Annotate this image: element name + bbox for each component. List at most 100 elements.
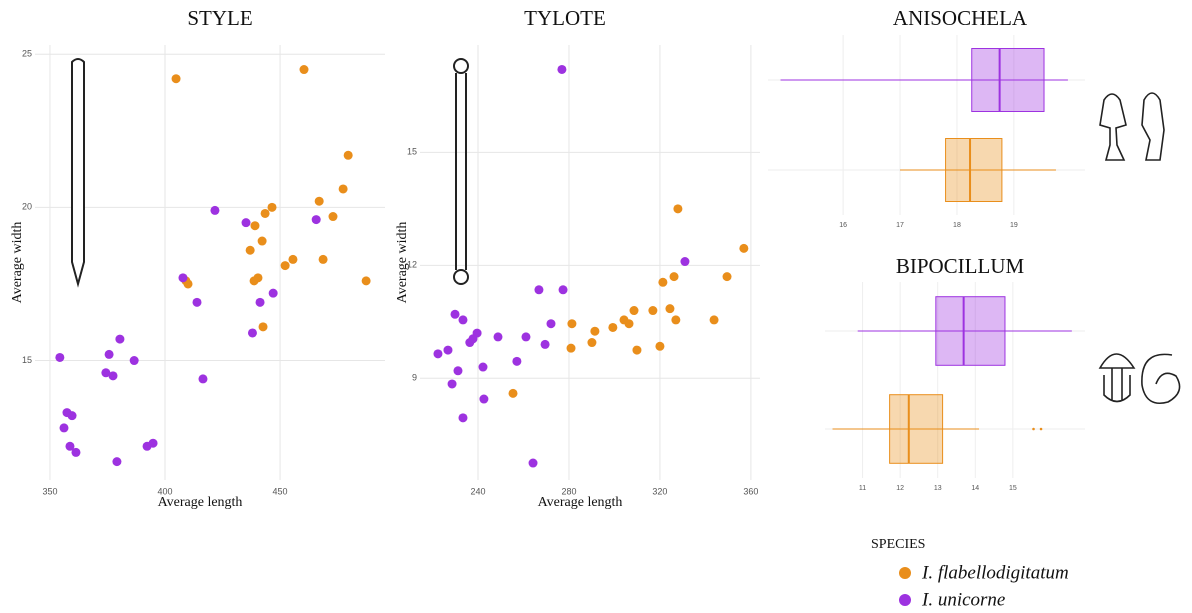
- point: [101, 368, 111, 378]
- x-tick-label: 15: [1009, 485, 1017, 492]
- x-tick-label: 17: [896, 222, 904, 229]
- x-axis-label: Average length: [538, 495, 623, 510]
- y-tick-label: 12: [407, 260, 417, 270]
- y-axis-label: Average width: [395, 222, 410, 304]
- x-tick-label: 16: [839, 222, 847, 229]
- point: [245, 245, 255, 255]
- point: [528, 458, 538, 468]
- y-tick-label: 9: [412, 373, 417, 383]
- point: [65, 441, 75, 451]
- point: [299, 65, 309, 75]
- point: [249, 276, 259, 286]
- point: [629, 306, 639, 316]
- x-tick-label: 360: [743, 486, 758, 496]
- box: [935, 296, 1006, 366]
- point: [447, 379, 457, 389]
- x-tick-label: 14: [971, 485, 979, 492]
- point: [479, 394, 489, 404]
- y-axis-label: Average width: [10, 222, 25, 304]
- point: [478, 362, 488, 372]
- point: [458, 413, 468, 423]
- point: [567, 319, 577, 329]
- point: [566, 343, 576, 353]
- point: [104, 349, 114, 359]
- legend-marker: [899, 567, 911, 579]
- point: [557, 64, 567, 74]
- point: [632, 345, 642, 355]
- point: [328, 212, 338, 222]
- point: [55, 352, 65, 362]
- point: [260, 208, 270, 218]
- x-axis-label: Average length: [158, 495, 243, 510]
- y-tick-label: 15: [407, 147, 417, 157]
- outlier: [1032, 427, 1035, 431]
- y-tick-label: 20: [22, 202, 32, 212]
- point: [458, 315, 468, 325]
- point: [673, 204, 683, 214]
- point: [210, 205, 220, 215]
- point: [255, 297, 265, 307]
- point: [665, 304, 675, 314]
- x-tick-label: 320: [652, 486, 667, 496]
- point: [540, 339, 550, 349]
- point: [669, 272, 679, 282]
- chart-title: STYLE: [187, 6, 252, 30]
- point: [288, 254, 298, 264]
- point: [493, 332, 503, 342]
- point: [148, 438, 158, 448]
- point: [546, 319, 556, 329]
- box: [889, 394, 944, 464]
- x-tick-label: 19: [1010, 222, 1018, 229]
- point: [67, 411, 77, 421]
- point: [115, 334, 125, 344]
- point: [267, 202, 277, 212]
- point: [658, 277, 668, 287]
- point: [655, 341, 665, 351]
- point: [198, 374, 208, 384]
- chart-title: ANISOCHELA: [893, 6, 1028, 30]
- point: [608, 322, 618, 332]
- point: [258, 322, 268, 332]
- point: [361, 276, 371, 286]
- legend-marker: [899, 594, 911, 606]
- legend-label: I. flabellodigitatum: [921, 562, 1069, 583]
- point: [671, 315, 681, 325]
- point: [722, 272, 732, 282]
- point: [534, 285, 544, 295]
- point: [338, 184, 348, 194]
- anisochela-illustration: [1099, 92, 1165, 161]
- plots: STYLE 350 400 450 15 20 25 Average length Averag…: [10, 6, 1085, 610]
- point: [192, 297, 202, 307]
- point: [512, 356, 522, 366]
- tylote-illustration: [453, 58, 469, 285]
- box: [945, 138, 1003, 202]
- point: [247, 328, 257, 338]
- point: [108, 371, 118, 381]
- point: [280, 261, 290, 271]
- y-tick-label: 25: [22, 49, 32, 59]
- point: [178, 273, 188, 283]
- point: [311, 215, 321, 225]
- point: [112, 457, 122, 467]
- point: [465, 338, 475, 348]
- chart-title: TYLOTE: [524, 6, 606, 30]
- point: [453, 366, 463, 376]
- point: [648, 306, 658, 316]
- point: [443, 345, 453, 355]
- point: [129, 356, 139, 366]
- point: [587, 338, 597, 348]
- point: [268, 288, 278, 298]
- point: [318, 254, 328, 264]
- point: [590, 326, 600, 336]
- x-tick-label: 18: [953, 222, 961, 229]
- x-tick-label: 350: [42, 486, 57, 496]
- point: [508, 388, 518, 398]
- point: [739, 243, 749, 253]
- point: [433, 349, 443, 359]
- chart-title: BIPOCILLUM: [896, 254, 1025, 278]
- legend-title: SPECIES: [871, 537, 925, 552]
- point: [680, 257, 690, 267]
- point: [619, 315, 629, 325]
- point: [558, 285, 568, 295]
